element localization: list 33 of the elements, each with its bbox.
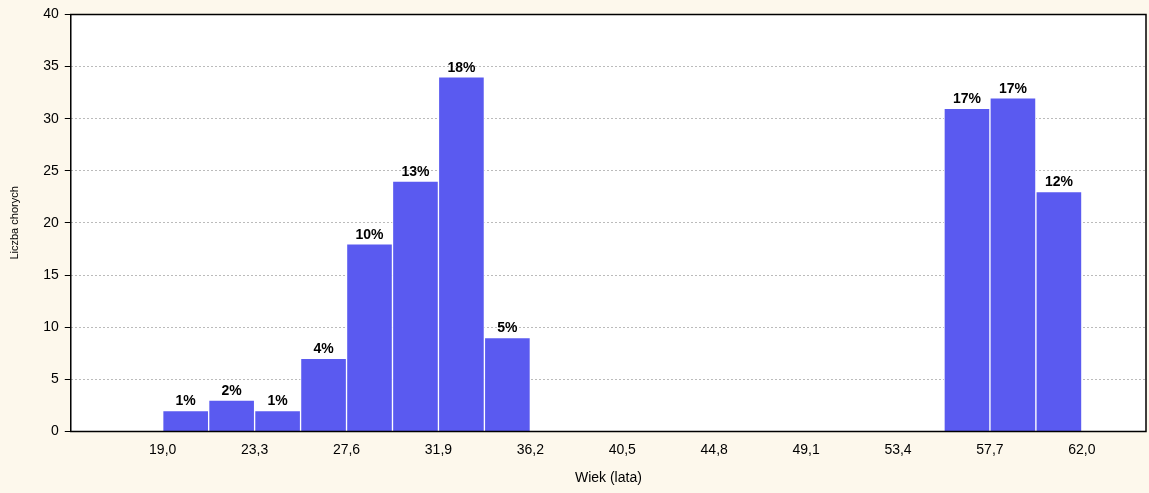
y-tick-label: 30 <box>43 109 59 126</box>
y-tick-label: 15 <box>43 265 59 282</box>
y-tick-label: 20 <box>43 213 59 230</box>
annotation: 5% <box>497 319 519 336</box>
x-tick-label: 44,8 <box>700 440 729 457</box>
annotation: 2% <box>221 381 243 398</box>
annotation: 18% <box>447 58 476 75</box>
x-tick-label: 40,5 <box>608 440 637 457</box>
annotation: 13% <box>401 163 431 180</box>
y-tick-label: 10 <box>43 318 59 335</box>
y-tick-label: 0 <box>50 422 59 439</box>
x-tick-label: 53,4 <box>884 440 912 457</box>
x-tick-label: 19,0 <box>149 440 177 457</box>
annotation: 10% <box>355 225 385 242</box>
y-tick-label: 35 <box>43 57 59 74</box>
x-tick-label: 31,9 <box>424 440 453 457</box>
x-tick-label: 23,3 <box>240 440 269 457</box>
x-tick-label: 57,7 <box>976 440 1004 457</box>
annotation: 17% <box>952 90 982 107</box>
annotation: 1% <box>267 392 289 409</box>
y-tick-label: 5 <box>50 370 59 387</box>
y-tick-label: 40 <box>43 5 59 22</box>
annotation: 12% <box>1044 173 1074 190</box>
x-tick-label: 36,2 <box>516 440 545 457</box>
y-axis-title: Liczba chorych <box>7 186 20 260</box>
x-tick-label: 49,1 <box>792 440 820 457</box>
annotation: 17% <box>998 79 1028 96</box>
x-axis-title: Wiek (lata) <box>574 469 642 486</box>
annotation: 1% <box>175 392 197 409</box>
y-tick-label: 25 <box>43 161 59 178</box>
x-tick-label: 27,6 <box>332 440 361 457</box>
x-tick-label: 62,0 <box>1068 440 1096 457</box>
annotation: 4% <box>313 340 335 357</box>
